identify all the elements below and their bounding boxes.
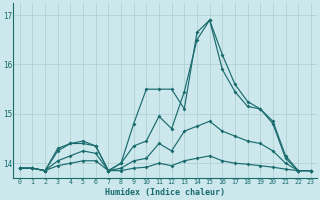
X-axis label: Humidex (Indice chaleur): Humidex (Indice chaleur) bbox=[105, 188, 225, 197]
